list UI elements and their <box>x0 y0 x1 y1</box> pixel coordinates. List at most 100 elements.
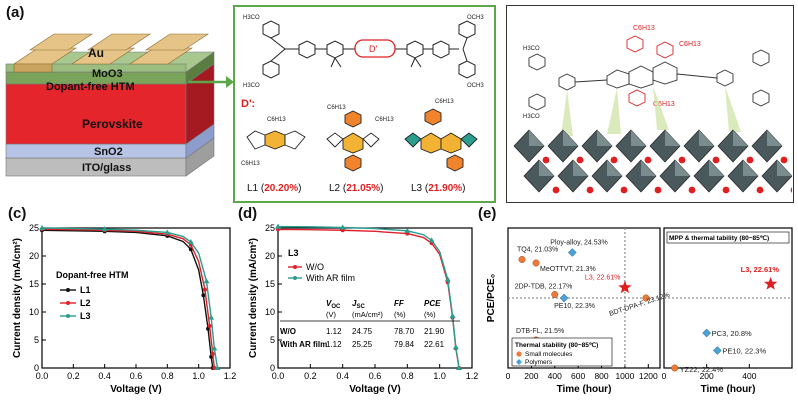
hexyl-b-3: C6H13 <box>653 101 675 108</box>
data-point <box>202 287 207 292</box>
point-label: L3, 22.61% <box>741 265 780 274</box>
y-tick-label: 25 <box>29 223 39 233</box>
octahedron-facet <box>743 160 758 176</box>
point-label: DTB-FL, 21.5% <box>516 328 564 335</box>
table-header-unit: (mA/cm²) <box>352 310 383 319</box>
point-small-molecule <box>532 259 540 267</box>
table-cell: 24.75 <box>352 327 373 336</box>
x-axis-label-right: Time (hour) <box>701 384 756 395</box>
data-point <box>210 352 215 356</box>
cation-sphere <box>780 156 788 164</box>
panel-label-d: (d) <box>238 205 258 222</box>
panel-label-a: (a) <box>6 4 25 21</box>
point-polymer <box>712 346 722 355</box>
x-tick-label: 1.0 <box>433 371 446 381</box>
octahedron-facet <box>573 160 588 176</box>
data-point <box>214 365 221 370</box>
x-tick-label: 0.6 <box>130 371 143 381</box>
series-line-2 <box>41 227 219 369</box>
data-point <box>404 227 411 233</box>
table-cell: 21.90 <box>424 327 445 336</box>
y-tick-label: 5 <box>270 335 275 345</box>
x-tick-label: 0.4 <box>336 371 349 381</box>
methoxy-label-3: OCH3 <box>467 15 484 21</box>
molecule-structure-box: D' H3CO H3CO OCH3 OCH3 D': C6H13 <box>233 5 496 203</box>
data-point <box>456 365 463 370</box>
x-tick-label: 0.6 <box>369 371 382 381</box>
legend-label: L1 <box>80 285 91 295</box>
layer-au: Au <box>88 46 104 60</box>
stability-chart-e: PCE/PCE₀ 0 200 400 600 800 1000 1200 0 200 400 Time… <box>486 227 793 395</box>
x-tick-label: 800 <box>594 371 608 381</box>
table-header: VOC <box>326 299 341 310</box>
x-tick-label: 0.8 <box>401 371 414 381</box>
octahedron-facet <box>631 130 646 146</box>
hexyl-label-5: C6H13 <box>435 99 454 105</box>
jv-curve-chart-c: 0.0 0.2 0.4 0.6 0.8 1.0 1.2 0 5 10 15 20 25 Voltage (… <box>12 223 236 395</box>
octahedron-facet <box>529 130 544 146</box>
hexyl-label-1: C6H13 <box>267 117 286 123</box>
cation-sphere <box>620 186 628 194</box>
data-point <box>339 224 346 230</box>
material-l1: L1 (20.20%) <box>247 183 302 194</box>
y-tick-label: 20 <box>265 251 275 261</box>
x-tick-label: 400 <box>742 371 756 381</box>
panel-label-c: (c) <box>8 205 27 222</box>
y-tick-label: 5 <box>34 335 39 345</box>
x-tick-label: 0.0 <box>36 371 49 381</box>
legend-label: Polymers <box>525 359 553 366</box>
x-axis-label-left: Time (hour) <box>557 384 612 395</box>
legend-title-right: MPP & thermal tability (80~85℃) <box>669 234 769 242</box>
point-label: Ploy-alloy, 24.53% <box>550 240 607 247</box>
cation-sphere <box>712 156 720 164</box>
x-tick-label: 0.8 <box>161 371 174 381</box>
point-small-molecule <box>671 364 679 372</box>
octahedron-facet <box>699 130 714 146</box>
x-tick-label: 0 <box>506 371 511 381</box>
x-tick-label: 200 <box>700 371 714 381</box>
legend-label: L3 <box>80 311 91 321</box>
y-tick-label: 0 <box>270 363 275 373</box>
data-point <box>275 223 281 229</box>
d-header: D': <box>241 98 255 110</box>
data-point <box>211 345 218 351</box>
methoxy-b-1: H3CO <box>523 46 540 52</box>
x-tick-label: 1200 <box>639 371 658 381</box>
octahedron-facet <box>539 160 554 176</box>
table-cell: 22.61 <box>424 340 445 349</box>
octahedron-facet <box>675 160 690 176</box>
legend-marker <box>516 351 522 357</box>
x-tick-label: 0.2 <box>304 371 317 381</box>
legend-box-right <box>666 231 790 244</box>
material-l2-pce: 21.05% <box>346 183 381 194</box>
point-label: YZ22, 22.4% <box>680 365 724 374</box>
table-header-unit: (%) <box>424 310 436 319</box>
point-label: PE10, 22.3% <box>722 347 766 356</box>
material-l2: L2 (21.05%) <box>329 183 384 194</box>
table-header: FF <box>394 299 405 308</box>
data-point <box>39 225 45 230</box>
x-tick-label: 0.2 <box>67 371 80 381</box>
point-polymer <box>567 248 577 257</box>
octahedron-facet <box>641 160 656 176</box>
x-axis-label: Voltage (V) <box>110 384 161 395</box>
octahedron-facet <box>607 160 622 176</box>
interface-schematic: C6H13 C6H13 C6H13 H3CO H3CO <box>513 25 798 194</box>
material-l1-pce: 20.20% <box>264 183 299 194</box>
table-cell: 79.84 <box>394 340 415 349</box>
hexyl-label-2: C6H13 <box>241 161 260 167</box>
y-tick-label: 0 <box>34 363 39 373</box>
layer-sno2: SnO2 <box>94 146 123 158</box>
y-tick-label: 15 <box>29 279 39 289</box>
legend-label: L2 <box>80 298 91 308</box>
hexyl-b-2: C6H13 <box>679 41 701 48</box>
table-cell: W/O <box>280 327 296 336</box>
point-label: TQ4, 21.03% <box>517 247 558 254</box>
point-label: L3, 22.61% <box>585 275 620 282</box>
material-l3: L3 (21.90%) <box>411 183 466 194</box>
x-tick-label: 0.0 <box>272 371 285 381</box>
point-polymer <box>702 328 712 338</box>
hexyl-label-4: C6H13 <box>375 117 394 123</box>
methoxy-label-1: H3CO <box>243 15 260 21</box>
panel-label-e: (e) <box>478 205 497 222</box>
